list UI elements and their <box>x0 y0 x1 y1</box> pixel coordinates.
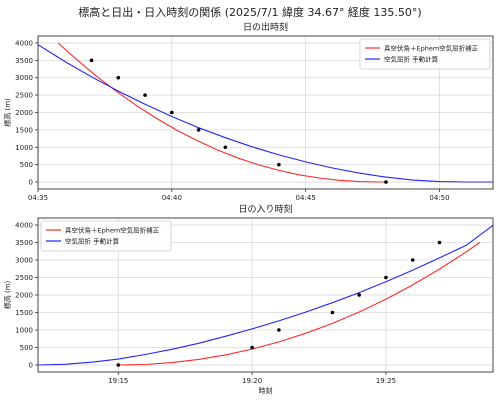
figure-title: 標高と日出・日入時刻の関係 (2025/7/1 緯度 34.67° 経度 135… <box>78 5 421 19</box>
observation-point <box>277 162 281 167</box>
observation-point <box>250 345 254 350</box>
x-tick-label: 04:35 <box>28 194 48 202</box>
y-axis-label: 標高 (m) <box>3 280 12 309</box>
legend-label: 空気屈折 手動計算 <box>384 55 439 64</box>
legend-label: 真空伏角＋Ephem空気屈折補正 <box>384 44 479 53</box>
y-tick-label: 2000 <box>15 292 33 300</box>
observation-point <box>410 258 415 262</box>
y-tick-label: 2500 <box>15 274 33 282</box>
subplot-title: 日の入り時刻 <box>238 203 292 215</box>
red-series-line <box>118 242 480 366</box>
observation-point <box>116 75 121 80</box>
blue-series-line <box>38 224 493 366</box>
observation-point <box>330 310 335 315</box>
y-tick-label: 3000 <box>15 74 33 82</box>
observation-point <box>143 93 147 97</box>
observation-point <box>437 240 442 245</box>
legend-label: 真空伏角＋Ephem空気屈折補正 <box>65 226 160 235</box>
y-tick-label: 1000 <box>15 327 33 335</box>
sunrise-panel: 日の出時刻 0 500 1000 1500 2000 2500 3000 3500 4000 04:… <box>3 21 494 202</box>
x-tick-label: 19:20 <box>242 377 262 385</box>
observation-point <box>116 363 121 367</box>
observation-point <box>196 128 201 132</box>
subplot-title: 日の出時刻 <box>243 21 288 33</box>
y-tick-label: 3500 <box>15 57 33 65</box>
y-tick-label: 0 <box>29 362 33 370</box>
observation-point <box>277 328 281 332</box>
observation-point <box>170 110 174 115</box>
x-tick-label: 04:50 <box>429 194 449 202</box>
plot-frame <box>37 35 494 190</box>
x-tick-label: 04:40 <box>162 194 182 202</box>
y-tick-label: 0 <box>29 179 33 187</box>
sunset-panel: 日の入り時刻 0 500 1000 1500 2000 2500 3000 3500 4000 19… <box>3 203 494 395</box>
y-tick-label: 4000 <box>15 222 33 230</box>
legend-label: 空気屈折 手動計算 <box>65 237 120 246</box>
y-tick-label: 4000 <box>15 39 33 47</box>
red-series-line <box>57 42 386 183</box>
x-tick-label: 19:25 <box>376 377 396 385</box>
observation-point <box>384 275 388 280</box>
blue-series-line <box>38 44 493 183</box>
y-tick-label: 1500 <box>15 309 33 317</box>
x-tick-label: 19:15 <box>108 377 128 385</box>
x-axis-label: 時刻 <box>259 386 273 395</box>
y-tick-label: 3000 <box>15 257 33 265</box>
plot-frame <box>37 217 494 373</box>
y-tick-label: 500 <box>20 161 33 169</box>
y-tick-label: 2500 <box>15 92 33 100</box>
y-axis-label: 標高 (m) <box>3 98 12 127</box>
y-tick-label: 1000 <box>15 144 33 152</box>
observation-point <box>384 180 388 184</box>
y-tick-label: 1500 <box>15 126 33 134</box>
observation-point <box>89 58 94 63</box>
y-tick-label: 2000 <box>15 109 33 117</box>
y-tick-label: 500 <box>20 344 33 352</box>
x-tick-label: 04:45 <box>296 194 316 202</box>
y-tick-label: 3500 <box>15 239 33 247</box>
observation-point <box>357 293 361 297</box>
observation-point <box>223 145 228 150</box>
